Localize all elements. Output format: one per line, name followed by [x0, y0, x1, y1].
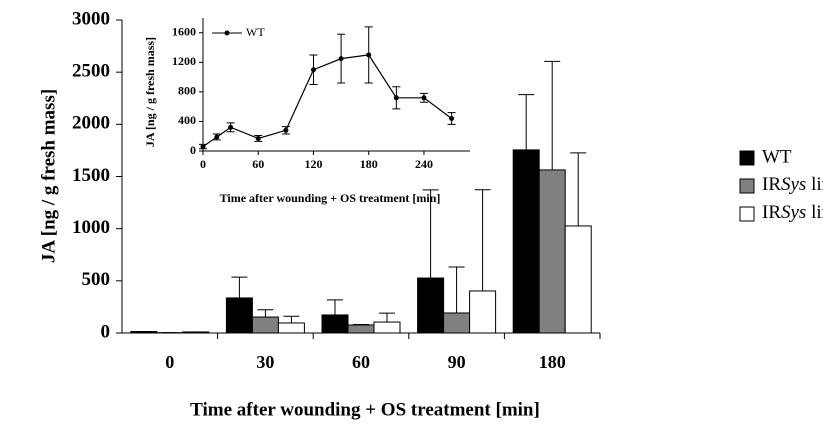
point [338, 56, 344, 62]
legend-swatch [739, 178, 755, 194]
point [310, 67, 316, 73]
point [255, 135, 261, 141]
point [283, 127, 289, 133]
point [421, 95, 427, 101]
bar [373, 321, 401, 334]
bar [417, 277, 445, 334]
y-tick-label: 2500 [72, 61, 110, 82]
inset-y-tick-label: 1200 [172, 54, 196, 68]
y-tick-label: 0 [101, 321, 111, 342]
error-bar [283, 315, 300, 323]
y-tick-label: 500 [82, 269, 111, 290]
inset-y-tick-label: 800 [178, 84, 196, 98]
y-tick-label: 1500 [72, 165, 110, 186]
y-tick-label: 1000 [72, 217, 110, 238]
error-bar [448, 266, 465, 313]
bar [347, 324, 375, 334]
error-bar [257, 309, 274, 318]
inset-x-tick-label: 60 [252, 157, 264, 171]
error-bar [231, 276, 248, 298]
bar [538, 169, 566, 334]
x-tick-label: 0 [165, 352, 174, 372]
bar [469, 290, 497, 334]
inset-x-tick-label: 180 [360, 157, 378, 171]
x-axis-label: Time after wounding + OS treatment [min] [190, 399, 540, 420]
error-bar [327, 299, 343, 315]
bar [277, 322, 305, 334]
legend-marker [224, 30, 230, 36]
inset-x-axis-label: Time after wounding + OS treatment [min] [220, 191, 441, 205]
y-tick-label: 2000 [72, 113, 110, 134]
legend-swatch [739, 150, 755, 166]
x-tick-label: 30 [256, 352, 274, 372]
inset-y-tick-label: 1600 [172, 25, 196, 39]
point [228, 124, 234, 130]
error-bar [353, 323, 369, 325]
error-bar [544, 60, 561, 170]
error-bar [474, 189, 491, 291]
legend-label: IRSys line 1 [762, 174, 823, 195]
error-bar [518, 94, 535, 150]
legend-label: WT [762, 146, 792, 167]
legend-label: IRSys line 2 [762, 202, 823, 223]
point [393, 95, 399, 101]
bar [512, 149, 540, 334]
x-tick-label: 60 [352, 352, 370, 372]
y-tick-label: 3000 [72, 8, 110, 29]
legend-label: WT [246, 25, 265, 39]
bar [225, 297, 253, 334]
bar [251, 316, 279, 334]
inset-y-tick-label: 0 [190, 143, 196, 157]
point [449, 115, 455, 121]
point [200, 144, 206, 150]
line [202, 54, 452, 148]
inset-y-tick-label: 400 [178, 113, 196, 127]
error-bar [422, 189, 439, 279]
legend-swatch [739, 206, 755, 222]
x-tick-label: 90 [448, 352, 466, 372]
error-bar [379, 312, 395, 323]
bar [564, 225, 592, 334]
y-axis-label: JA [ng / g fresh mass] [38, 89, 59, 263]
inset-y-axis-label: JA [ng / g fresh mass] [143, 37, 157, 147]
bar [321, 314, 349, 334]
inset-x-tick-label: 0 [200, 157, 206, 171]
inset-x-tick-label: 240 [415, 157, 433, 171]
inset-x-tick-label: 120 [304, 157, 322, 171]
x-tick-label: 180 [539, 352, 566, 372]
point [366, 52, 372, 58]
error-bar [570, 152, 587, 226]
point [214, 134, 220, 140]
bar [443, 312, 471, 334]
